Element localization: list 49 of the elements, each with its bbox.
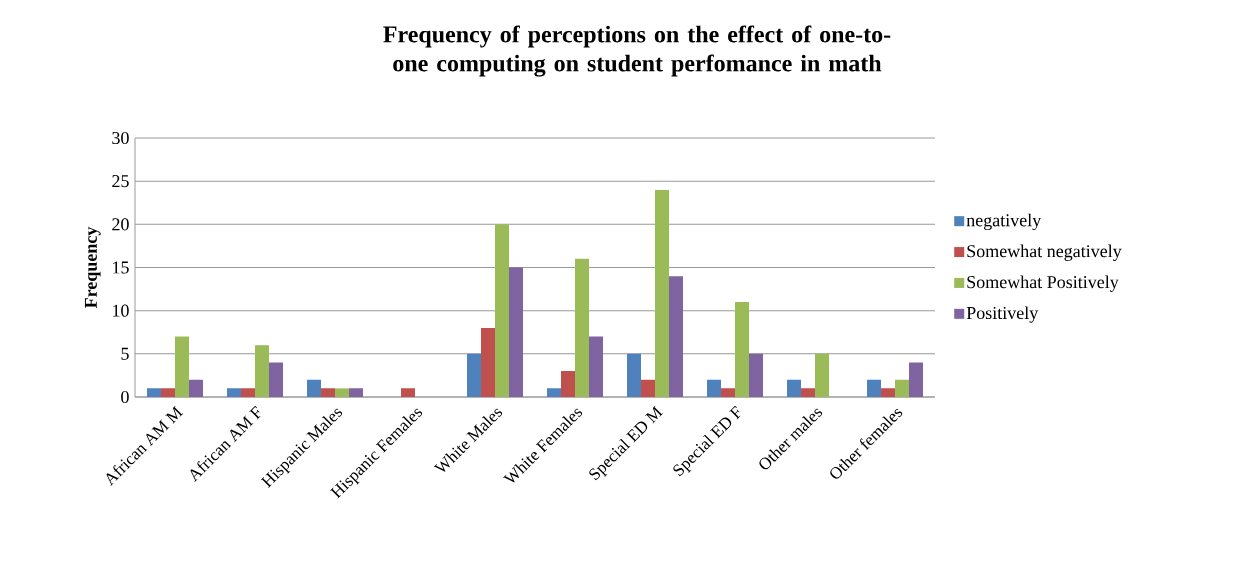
bar bbox=[227, 388, 241, 397]
bar bbox=[589, 336, 604, 397]
y-tick-label: 30 bbox=[112, 131, 129, 145]
bar bbox=[269, 362, 283, 397]
bar bbox=[335, 388, 349, 397]
bar bbox=[881, 388, 896, 397]
bar bbox=[467, 353, 482, 397]
y-tick-label: 0 bbox=[121, 390, 129, 404]
bar bbox=[669, 276, 684, 397]
bar bbox=[561, 371, 576, 397]
bar bbox=[321, 388, 336, 397]
bar bbox=[655, 189, 670, 397]
bar bbox=[867, 379, 882, 397]
bar bbox=[495, 224, 510, 397]
bar bbox=[175, 336, 189, 397]
bar bbox=[161, 388, 175, 397]
bar bbox=[255, 345, 270, 397]
y-tick-label: 10 bbox=[113, 304, 129, 317]
bar bbox=[721, 388, 736, 397]
bar bbox=[749, 353, 764, 397]
legend-label: Somewhat Positively bbox=[967, 275, 1119, 292]
bar bbox=[401, 388, 416, 397]
bar bbox=[895, 379, 910, 397]
chart-title: Frequency of perceptions on the effect of one-to-one computing on student perfomance in math bbox=[383, 25, 891, 77]
y-tick-label: 15 bbox=[113, 261, 129, 274]
bar bbox=[575, 258, 590, 397]
y-tick-label: 20 bbox=[112, 218, 129, 231]
y-tick-label: 5 bbox=[121, 347, 129, 360]
bar bbox=[787, 379, 802, 397]
bar bbox=[147, 388, 161, 397]
bar bbox=[641, 379, 656, 397]
bar bbox=[801, 388, 816, 397]
bar bbox=[481, 327, 495, 397]
bar bbox=[349, 388, 363, 397]
bar bbox=[547, 388, 562, 397]
bar bbox=[909, 362, 924, 397]
bar bbox=[189, 379, 203, 397]
bar bbox=[707, 379, 722, 397]
legend-label: Positively bbox=[966, 306, 1039, 323]
bar bbox=[241, 388, 255, 397]
legend-label: Somewhat negatively bbox=[967, 244, 1122, 261]
bar bbox=[509, 267, 524, 397]
y-tick-label: 25 bbox=[112, 175, 129, 188]
y-axis-title: Frequency bbox=[84, 226, 101, 309]
bar bbox=[735, 302, 750, 397]
bar bbox=[307, 379, 321, 397]
bar bbox=[815, 353, 830, 397]
bar bbox=[627, 353, 642, 397]
legend-label: negatively bbox=[966, 213, 1042, 231]
